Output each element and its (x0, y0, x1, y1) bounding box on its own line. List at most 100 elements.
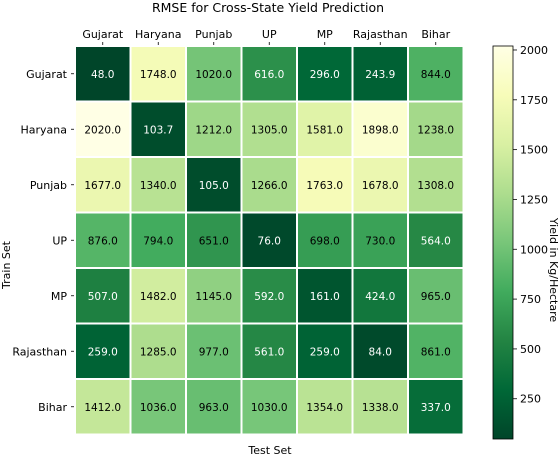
cell-value-label: 794.0 (143, 235, 173, 247)
cell-value-label: 977.0 (199, 346, 229, 358)
y-tick-label: UP (52, 234, 67, 247)
y-tick-label: Punjab (30, 179, 67, 192)
cell-value-label: 564.0 (421, 235, 451, 247)
y-axis-label: Train Set (0, 240, 13, 290)
cell-value-label: 1145.0 (195, 291, 232, 303)
colorbar-tick-label: 1500 (520, 144, 548, 157)
cell-value-label: 844.0 (421, 69, 451, 81)
heatmap-cell (129, 156, 187, 214)
cell-value-label: 76.0 (258, 235, 281, 247)
x-tick-label: Rajasthan (353, 28, 408, 41)
cell-value-label: 1305.0 (251, 124, 288, 136)
chart-title: RMSE for Cross-State Yield Prediction (152, 0, 384, 15)
cell-value-label: 1763.0 (306, 180, 343, 192)
cell-value-label: 105.0 (199, 180, 229, 192)
cell-value-label: 1020.0 (195, 69, 232, 81)
cell-value-label: 337.0 (421, 402, 451, 414)
cell-value-label: 1030.0 (251, 402, 288, 414)
cell-value-label: 48.0 (91, 69, 114, 81)
heatmap-cell (407, 45, 465, 103)
cell-value-label: 861.0 (421, 346, 451, 358)
heatmap-cell (296, 267, 354, 325)
colorbar-tick-label: 2000 (520, 44, 548, 57)
x-tick-label: Bihar (421, 28, 450, 41)
cell-value-label: 592.0 (254, 291, 284, 303)
heatmap-cell (407, 378, 465, 436)
cell-value-label: 507.0 (88, 291, 118, 303)
cell-value-label: 1482.0 (140, 291, 177, 303)
cell-value-label: 963.0 (199, 402, 229, 414)
x-tick-label: UP (262, 28, 277, 41)
colorbar-tick-label: 1750 (520, 94, 548, 107)
cell-value-label: 651.0 (199, 235, 229, 247)
x-tick-label: Punjab (195, 28, 232, 41)
heatmap-cell (185, 378, 243, 436)
x-axis-label: Test Set (247, 444, 292, 456)
heatmap-cell (407, 211, 465, 269)
heatmap-cell (240, 100, 298, 158)
y-tick-label: Rajasthan (12, 345, 67, 358)
y-tick-label: Haryana (21, 123, 68, 136)
cell-value-label: 1678.0 (362, 180, 399, 192)
colorbar-tick-label: 750 (520, 293, 541, 306)
cell-value-label: 876.0 (88, 235, 118, 247)
heatmap-cell (351, 267, 409, 325)
x-tick-label: Gujarat (82, 28, 124, 41)
cell-value-label: 2020.0 (84, 124, 121, 136)
cell-value-label: 1677.0 (84, 180, 121, 192)
heatmap-cell (296, 211, 354, 269)
heatmap-cell (407, 156, 465, 214)
cell-value-label: 1581.0 (306, 124, 343, 136)
cell-value-label: 259.0 (310, 346, 340, 358)
heatmap-cell (74, 100, 132, 158)
x-axis-ticks: Gujarat Haryana Punjab UP MP Rajasthan Bihar (82, 28, 451, 46)
cell-value-label: 1354.0 (306, 402, 343, 414)
cell-value-label: 1748.0 (140, 69, 177, 81)
cell-value-label: 1412.0 (84, 402, 121, 414)
heatmap-cell (185, 100, 243, 158)
heatmap-cell (240, 378, 298, 436)
colorbar-tick-label: 250 (520, 393, 541, 406)
heatmap-cell (129, 378, 187, 436)
cell-value-label: 730.0 (365, 235, 395, 247)
x-tick-label: Haryana (135, 28, 182, 41)
heatmap-cell (74, 267, 132, 325)
y-tick-label: MP (51, 290, 67, 303)
cell-value-label: 1308.0 (417, 180, 454, 192)
cell-value-label: 243.9 (365, 69, 395, 81)
heatmap-cell (129, 211, 187, 269)
cell-value-label: 84.0 (369, 346, 392, 358)
heatmap-cell (351, 378, 409, 436)
cell-value-label: 616.0 (254, 69, 284, 81)
cell-value-label: 698.0 (310, 235, 340, 247)
cell-value-label: 161.0 (310, 291, 340, 303)
colorbar-tick-label: 1000 (520, 243, 548, 256)
cell-value-label: 1340.0 (140, 180, 177, 192)
heatmap-cell (351, 45, 409, 103)
cell-value-label: 103.7 (143, 124, 173, 136)
colorbar-gradient (492, 45, 514, 440)
y-tick-label: Gujarat (26, 68, 68, 81)
cell-value-label: 259.0 (88, 346, 118, 358)
y-tick-label: Bihar (38, 401, 67, 414)
cell-value-label: 1898.0 (362, 124, 399, 136)
heatmap-cell (296, 100, 354, 158)
colorbar-tick-label: 1250 (520, 193, 548, 206)
cell-value-label: 1212.0 (195, 124, 232, 136)
cell-value-label: 1266.0 (251, 180, 288, 192)
colorbar-label: Yield in Kg/Hectare (547, 217, 560, 323)
cell-value-label: 1285.0 (140, 346, 177, 358)
x-tick-label: MP (317, 28, 333, 41)
heatmap-cell (240, 211, 298, 269)
cell-value-label: 965.0 (421, 291, 451, 303)
y-axis-ticks: Gujarat Haryana Punjab UP MP Rajasthan Bihar (12, 68, 75, 414)
heatmap-cell (351, 211, 409, 269)
heatmap-cells: 48.0 1748.0 1020.0 616.0 296.0 243.9 844.0 2020… (74, 45, 465, 436)
heatmap-cell (407, 267, 465, 325)
cell-value-label: 1338.0 (362, 402, 399, 414)
colorbar: 250 500 750 1000 1250 1500 1750 2000 (492, 44, 548, 440)
cell-value-label: 1036.0 (140, 402, 177, 414)
heatmap-cell (74, 156, 132, 214)
cell-value-label: 424.0 (365, 291, 395, 303)
